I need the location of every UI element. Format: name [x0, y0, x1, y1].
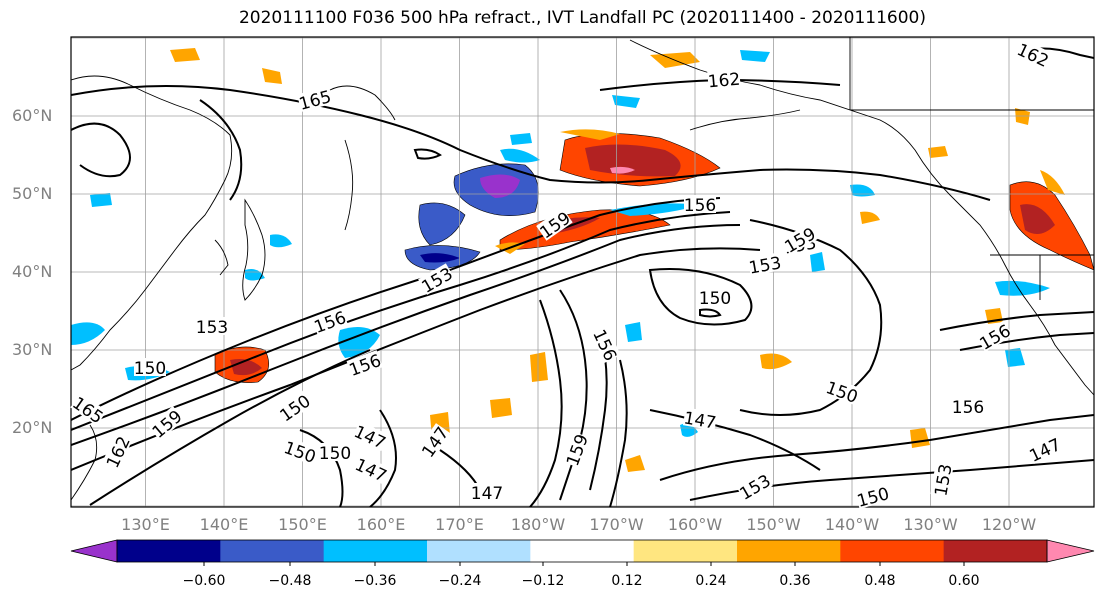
contour-label-bg	[134, 358, 166, 376]
colorbar-tick-label: −0.36	[353, 573, 397, 589]
contour-label-bg	[417, 423, 451, 460]
colorbar-swatch	[530, 540, 635, 562]
colorbar-swatch	[633, 540, 738, 562]
longitude-label: 160°W	[667, 515, 723, 534]
contour-label: 162	[707, 70, 741, 93]
longitude-label: 170°W	[589, 515, 644, 534]
contour-label: 153	[196, 318, 228, 338]
latitude-label: 50°N	[12, 184, 53, 203]
contour-label-bg	[736, 470, 773, 502]
contour-label-bg	[930, 462, 954, 498]
contour-label: 147	[471, 484, 503, 504]
longitude-label: 130°W	[903, 515, 958, 534]
contour-label-bg	[346, 350, 383, 378]
contour-label-bg	[296, 86, 333, 112]
longitude-label: 140°W	[824, 515, 880, 534]
colorbar-extend-high	[1046, 539, 1095, 563]
colorbar-swatch	[840, 540, 945, 562]
contour-label-bg	[781, 223, 818, 255]
colorbar-swatch	[737, 540, 841, 562]
longitude-label: 170°E	[435, 515, 484, 534]
contour-label-bg	[282, 437, 319, 465]
colorbar-tick-label: 0.24	[695, 573, 727, 589]
longitude-label: 150°W	[746, 515, 801, 534]
colorbar-tick-label: 0.60	[948, 573, 980, 589]
longitude-label: 160°E	[356, 515, 406, 534]
contour-label-bg	[699, 288, 731, 306]
colorbar-swatch	[220, 540, 325, 562]
contour-label-bg	[148, 406, 185, 441]
colorbar-swatch	[323, 540, 428, 562]
contour-label-bg	[196, 317, 228, 335]
contour-label-bg	[319, 443, 351, 461]
contour-label-bg	[747, 252, 783, 276]
contour-label-bg	[562, 431, 590, 468]
colorbar-tick-label: −0.48	[268, 573, 312, 589]
colorbar-tick-label: −0.12	[521, 573, 565, 589]
colorbar	[70, 539, 1095, 566]
latitude-label: 20°N	[12, 418, 53, 437]
shaded-anomaly-patches	[71, 48, 1094, 472]
contour-label: 156	[684, 196, 716, 216]
longitude-label: 130°E	[121, 515, 170, 534]
contour-label-bg	[70, 392, 107, 426]
contour-label-bg	[418, 263, 455, 295]
coastlines	[71, 37, 1094, 501]
contour-label-bg	[952, 397, 984, 415]
contour-label-bg	[976, 320, 1013, 352]
contour-label-bg	[1026, 434, 1063, 465]
contour-label: 156	[952, 398, 984, 418]
colorbar-tick-label: 0.12	[611, 573, 643, 589]
longitude-label: 180°W	[510, 515, 566, 534]
contour-label-bg	[684, 195, 716, 213]
latitude-label: 60°N	[12, 106, 53, 125]
contour-label-bg	[102, 433, 133, 470]
colorbar-tick-label: 0.36	[779, 573, 811, 589]
colorbar-swatch	[117, 540, 221, 562]
contour-label-bg	[471, 483, 503, 501]
latitude-label: 30°N	[12, 340, 53, 359]
longitude-label: 150°E	[278, 515, 327, 534]
contour-label-bg	[707, 68, 741, 90]
contour-label: 150	[319, 444, 351, 464]
latitude-label: 40°N	[12, 262, 53, 281]
contour-label-bg	[353, 454, 390, 485]
contour-label-bg	[682, 407, 718, 431]
contour-label-bg	[590, 326, 621, 363]
colorbar-swatch	[427, 540, 531, 562]
contour-label-bg	[536, 207, 573, 241]
colorbar-extend-low	[70, 539, 118, 563]
contour-label-bg	[854, 483, 891, 509]
map-title: 2020111100 F036 500 hPa refract., IVT La…	[238, 8, 926, 28]
colorbar-tick-label: 0.48	[864, 573, 896, 589]
contour-label-bg	[1015, 39, 1052, 70]
longitude-label: 140°E	[199, 515, 249, 534]
contour-label-bg	[276, 390, 313, 424]
colorbar-swatch	[943, 540, 1048, 562]
contour-label-bg	[352, 421, 389, 452]
colorbar-tick-label: −0.24	[438, 573, 482, 589]
longitude-label: 120°W	[981, 515, 1037, 534]
contour-label: 150	[134, 359, 166, 379]
contour-label-bg	[824, 377, 861, 405]
colorbar-outline	[116, 539, 1048, 563]
colorbar-tick-label: −0.60	[182, 573, 226, 589]
contour-label: 150	[699, 289, 731, 309]
contour-label-bg	[311, 307, 348, 335]
